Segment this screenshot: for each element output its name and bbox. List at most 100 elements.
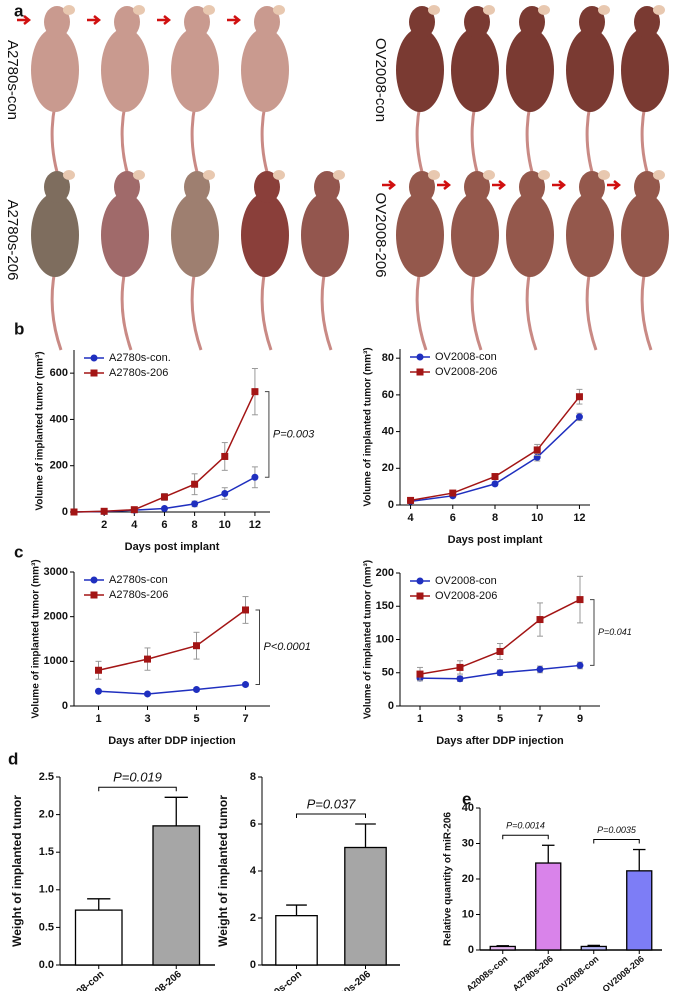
bar bbox=[74, 909, 123, 966]
marker bbox=[533, 446, 541, 454]
series-line bbox=[419, 598, 581, 675]
mouse-ear bbox=[133, 170, 145, 180]
mouse-body bbox=[31, 193, 79, 277]
x-tick-label: 10 bbox=[531, 512, 543, 524]
legend-marker bbox=[416, 368, 424, 376]
mouse-head bbox=[114, 6, 140, 38]
mouse-head bbox=[519, 6, 545, 38]
mouse-head bbox=[184, 6, 210, 38]
x-tick-label: 3 bbox=[144, 713, 150, 725]
mouse-tail bbox=[525, 269, 538, 351]
legend-label: OV2008-con bbox=[435, 351, 497, 363]
mouse-tail bbox=[415, 269, 428, 351]
x-tick-label: 4 bbox=[407, 512, 414, 524]
mouse-body bbox=[396, 28, 444, 112]
photo-area bbox=[17, 5, 669, 351]
marker bbox=[407, 496, 415, 504]
y-tick-label: 150 bbox=[376, 600, 394, 612]
mouse-body bbox=[101, 193, 149, 277]
legend-marker bbox=[90, 576, 98, 584]
y-axis-label: Volume of implanted tumor (mm³) bbox=[363, 347, 374, 506]
y-tick-label: 1.0 bbox=[39, 884, 54, 896]
panel-letter: a bbox=[14, 1, 24, 20]
mouse-tail bbox=[50, 269, 63, 351]
y-tick-label: 600 bbox=[50, 367, 68, 379]
marker bbox=[416, 670, 424, 678]
x-tick-label: 12 bbox=[249, 519, 261, 531]
y-tick-label: 40 bbox=[382, 425, 394, 437]
mouse-head bbox=[44, 6, 70, 38]
x-tick-label: OV2008-con bbox=[554, 954, 600, 991]
x-tick-label: 4 bbox=[131, 519, 138, 531]
bar bbox=[580, 945, 607, 951]
y-tick-label: 8 bbox=[250, 771, 256, 783]
marker bbox=[449, 489, 457, 497]
y-tick-label: 2.5 bbox=[39, 771, 54, 783]
mouse-body bbox=[621, 193, 669, 277]
x-axis-label: Days after DDP injection bbox=[436, 735, 564, 747]
x-tick-label: 7 bbox=[537, 713, 543, 725]
mouse-body bbox=[451, 193, 499, 277]
marker bbox=[130, 506, 138, 514]
legend-label: OV2008-con bbox=[435, 575, 497, 587]
mouse-body bbox=[101, 28, 149, 112]
x-tick-label: A2780s-206 bbox=[511, 954, 555, 991]
y-tick-label: 20 bbox=[382, 462, 394, 474]
legend-marker bbox=[416, 592, 424, 600]
mouse-ear bbox=[653, 5, 665, 15]
y-tick-label: 50 bbox=[382, 667, 394, 679]
y-axis-label: Volume of implanted tumor (mm³) bbox=[363, 560, 374, 719]
marker bbox=[95, 666, 102, 674]
panel-letter: b bbox=[14, 319, 24, 338]
mouse-tail bbox=[260, 269, 273, 351]
y-tick-label: 0.5 bbox=[39, 921, 54, 933]
y-tick-label: 0 bbox=[62, 700, 68, 712]
y-tick-label: 40 bbox=[462, 802, 474, 814]
marker bbox=[536, 665, 544, 673]
legend-marker bbox=[416, 577, 424, 585]
y-tick-label: 400 bbox=[50, 413, 68, 425]
marker bbox=[144, 655, 151, 663]
panel-letter: c bbox=[14, 542, 23, 561]
marker bbox=[536, 616, 544, 624]
marker bbox=[144, 690, 151, 698]
legend-label: A2780s-206 bbox=[109, 589, 168, 601]
x-tick-label: 8 bbox=[492, 512, 498, 524]
mouse-ear bbox=[63, 5, 75, 15]
mouse-head bbox=[254, 6, 280, 38]
y-tick-label: 30 bbox=[462, 837, 474, 849]
arrow bbox=[17, 15, 32, 25]
arrow bbox=[492, 180, 507, 190]
mouse-body bbox=[506, 193, 554, 277]
mouse-head bbox=[44, 171, 70, 203]
p-value: P=0.041 bbox=[598, 627, 632, 637]
mouse-ear bbox=[203, 170, 215, 180]
arrow bbox=[607, 180, 622, 190]
mouse-tail bbox=[585, 269, 598, 351]
marker bbox=[575, 413, 583, 421]
legend-label: OV2008-206 bbox=[435, 366, 497, 378]
y-axis-label: Weight of implanted tumor bbox=[10, 795, 24, 947]
significance-bracket bbox=[98, 786, 177, 792]
mouse-ear bbox=[483, 170, 495, 180]
marker bbox=[160, 505, 168, 513]
x-tick-label: A2780s-con bbox=[254, 969, 304, 991]
p-value: P=0.003 bbox=[273, 428, 315, 440]
marker bbox=[95, 687, 102, 695]
mouse-body bbox=[241, 193, 289, 277]
marker bbox=[491, 473, 499, 481]
x-tick-label: 6 bbox=[161, 519, 167, 531]
x-tick-label: OV2008-206 bbox=[133, 969, 184, 991]
mouse-tail bbox=[470, 269, 483, 351]
x-axis-label: Days post implant bbox=[448, 534, 543, 546]
mouse-head bbox=[114, 171, 140, 203]
marker bbox=[221, 452, 229, 460]
y-tick-label: 1.5 bbox=[39, 846, 54, 858]
mouse-body bbox=[566, 28, 614, 112]
legend-label: OV2008-206 bbox=[435, 590, 497, 602]
mouse-head bbox=[254, 171, 280, 203]
mouse-body bbox=[31, 28, 79, 112]
mouse-head bbox=[634, 6, 660, 38]
panel-letter: d bbox=[8, 749, 18, 768]
mouse-ear bbox=[203, 5, 215, 15]
